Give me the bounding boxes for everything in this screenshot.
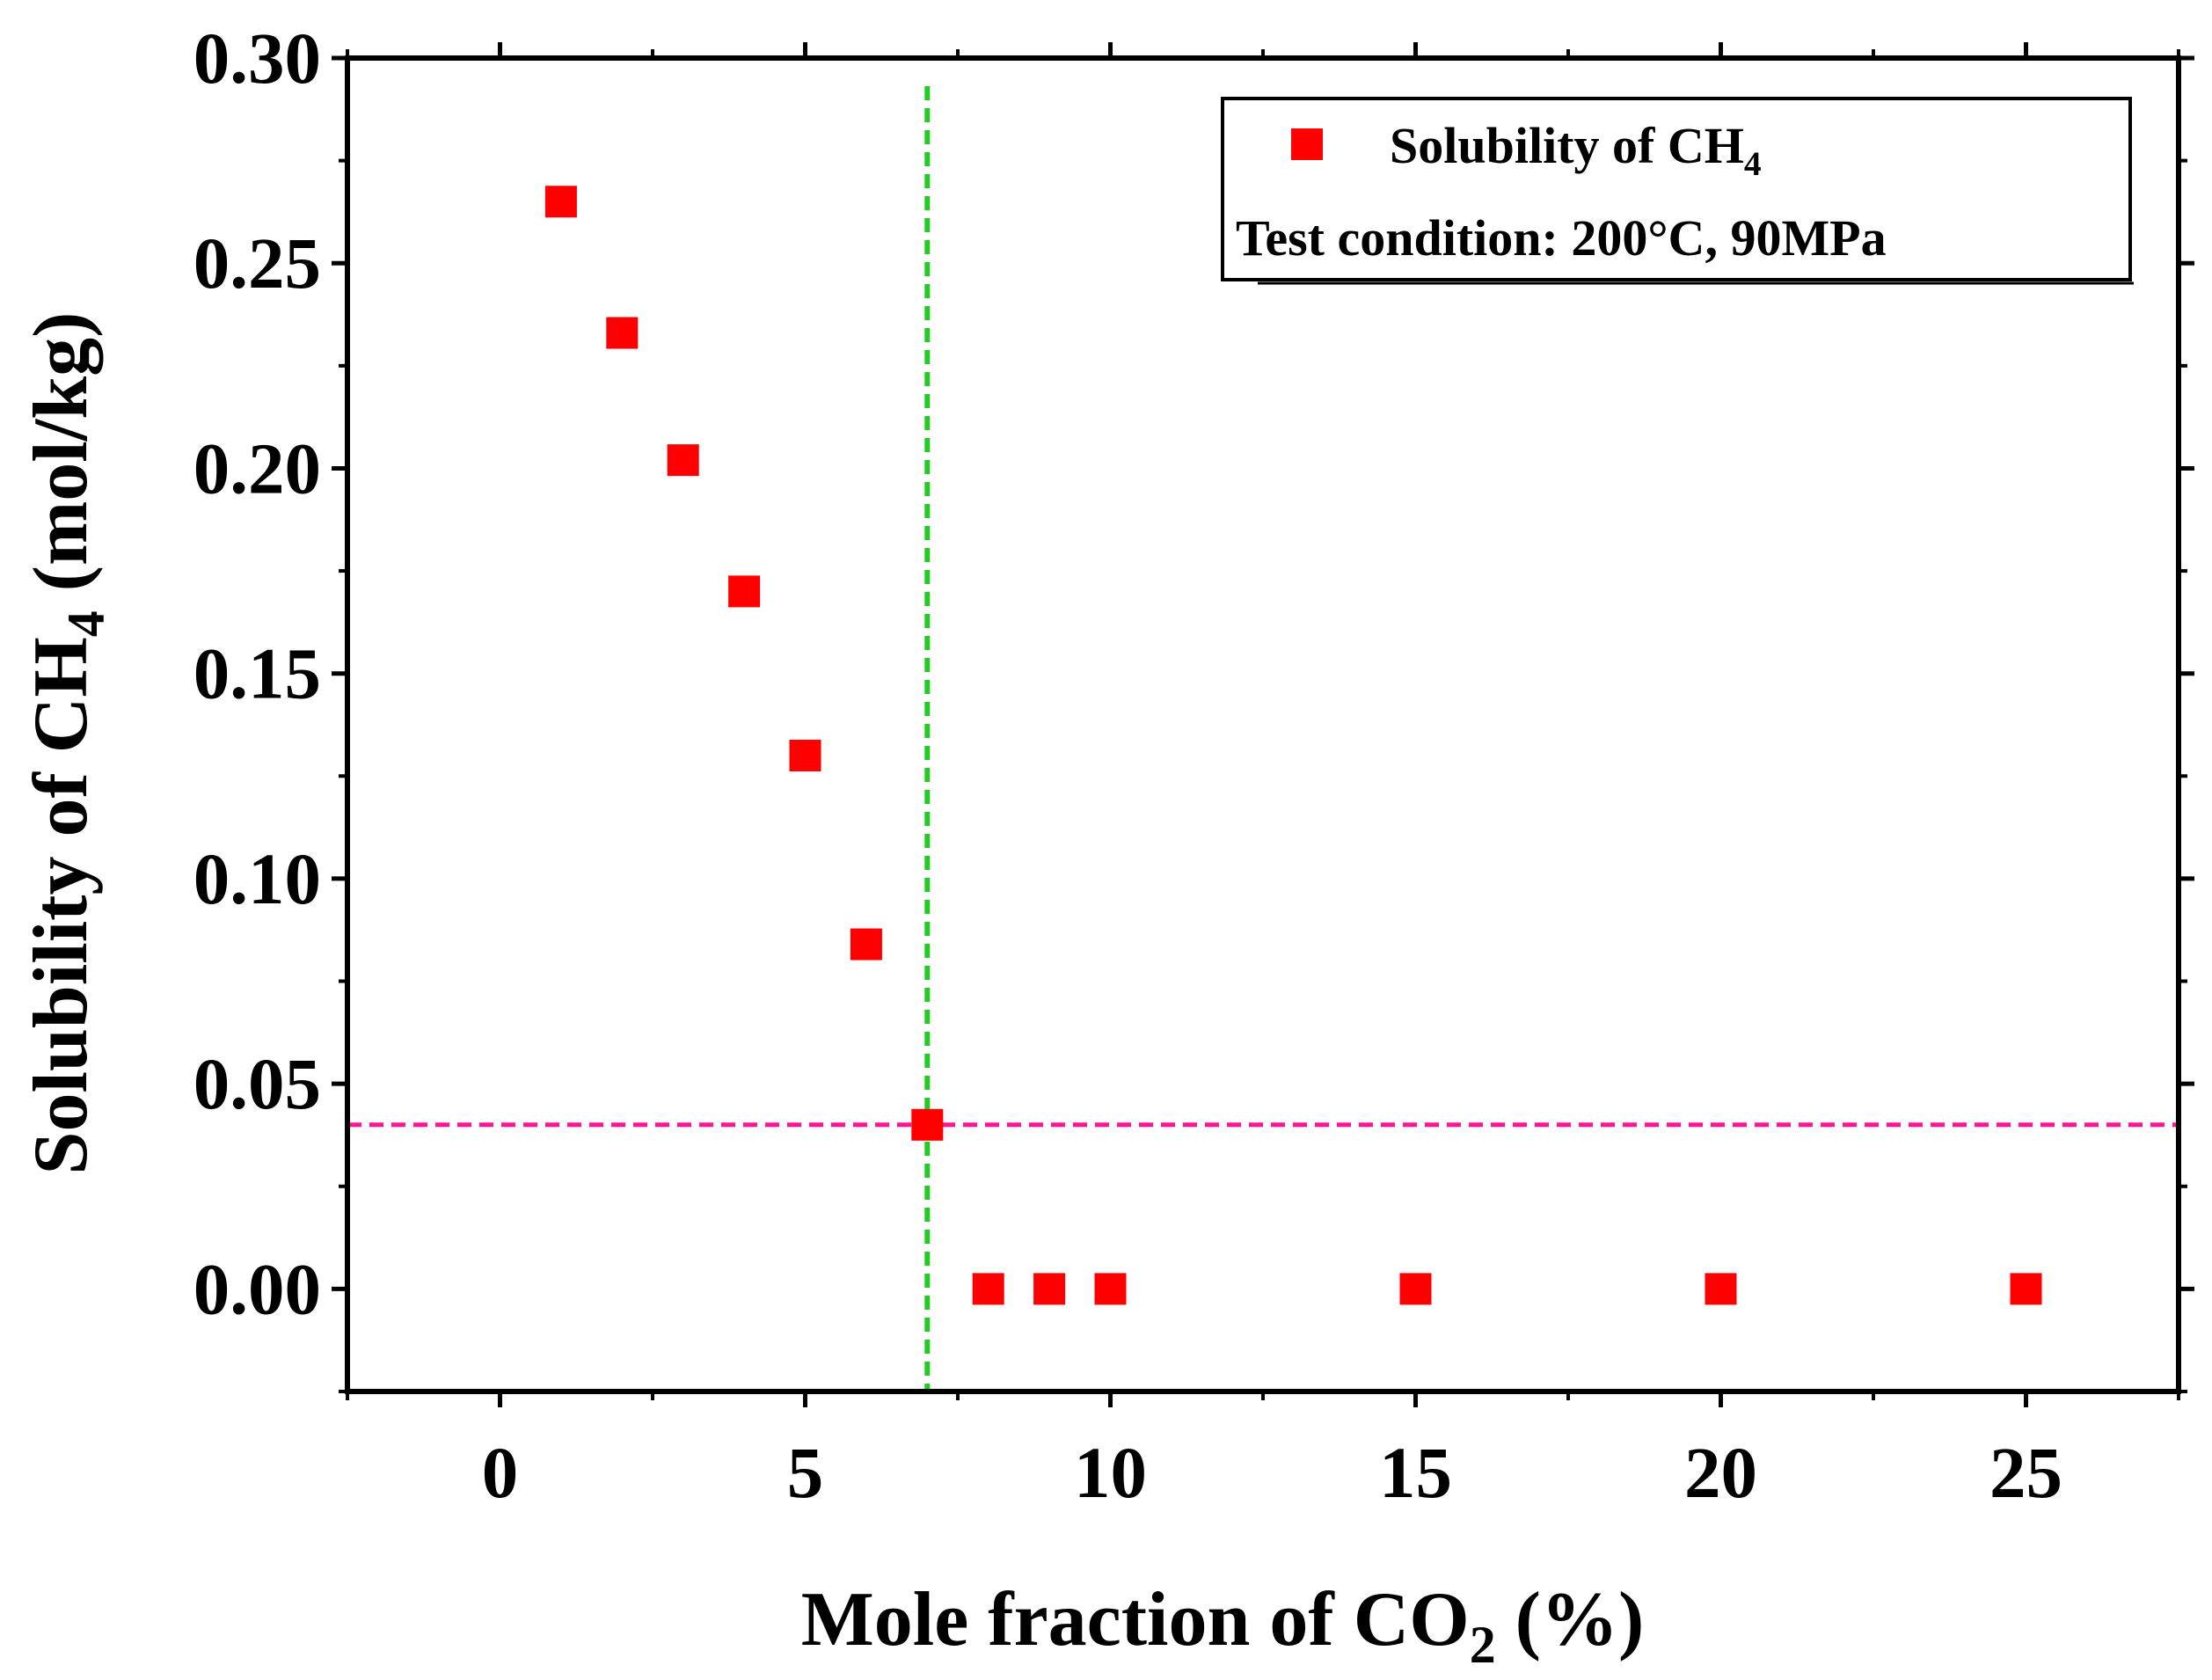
legend: Solubility of CH4 Test condition: 200°C,… [1221,97,2134,285]
data-point [1399,1273,1432,1305]
y-tick-label: 0.05 [193,1043,321,1124]
y-tick-label: 0.30 [193,18,321,99]
x-axis-title: Mole fraction of CO2 (%) [801,1577,1645,1674]
y-tick-label: 0.15 [193,633,321,714]
legend-marker [1291,128,1323,160]
x-tick-label: 20 [1684,1432,1757,1513]
data-point [850,928,882,961]
x-tick-label: 10 [1074,1432,1147,1513]
data-point [1705,1273,1737,1305]
data-point [667,444,699,477]
x-tick-label: 25 [1989,1432,2062,1513]
y-tick-label: 0.10 [193,838,321,919]
legend-note: Test condition: 200°C, 90MPa [1236,209,1887,267]
x-tick-label: 15 [1379,1432,1452,1513]
data-point [728,575,761,608]
data-points [544,186,2042,1305]
y-tick-label: 0.00 [193,1248,321,1329]
data-point [911,1108,944,1141]
data-point [1094,1273,1127,1305]
data-point [544,186,577,218]
x-tick-label: 0 [482,1432,519,1513]
data-point [606,317,639,349]
legend-entry-label: Solubility of CH4 [1390,117,1762,183]
data-point [1033,1273,1066,1305]
data-point [2010,1273,2042,1305]
axis-ticks [332,42,2194,1407]
legend-box [1221,97,2132,281]
y-axis-title: Solubility of CH4 (mol/kg) [18,312,115,1175]
data-point [789,739,821,771]
y-tick-label: 0.25 [193,223,321,303]
data-point [972,1273,1004,1305]
y-tick-label: 0.20 [193,427,321,508]
x-tick-label: 5 [787,1432,824,1513]
axis-tick-labels: 0 5 10 15 20 25 0.00 0.05 0.10 0.15 0.20 0.25 0.30 [193,18,2062,1513]
